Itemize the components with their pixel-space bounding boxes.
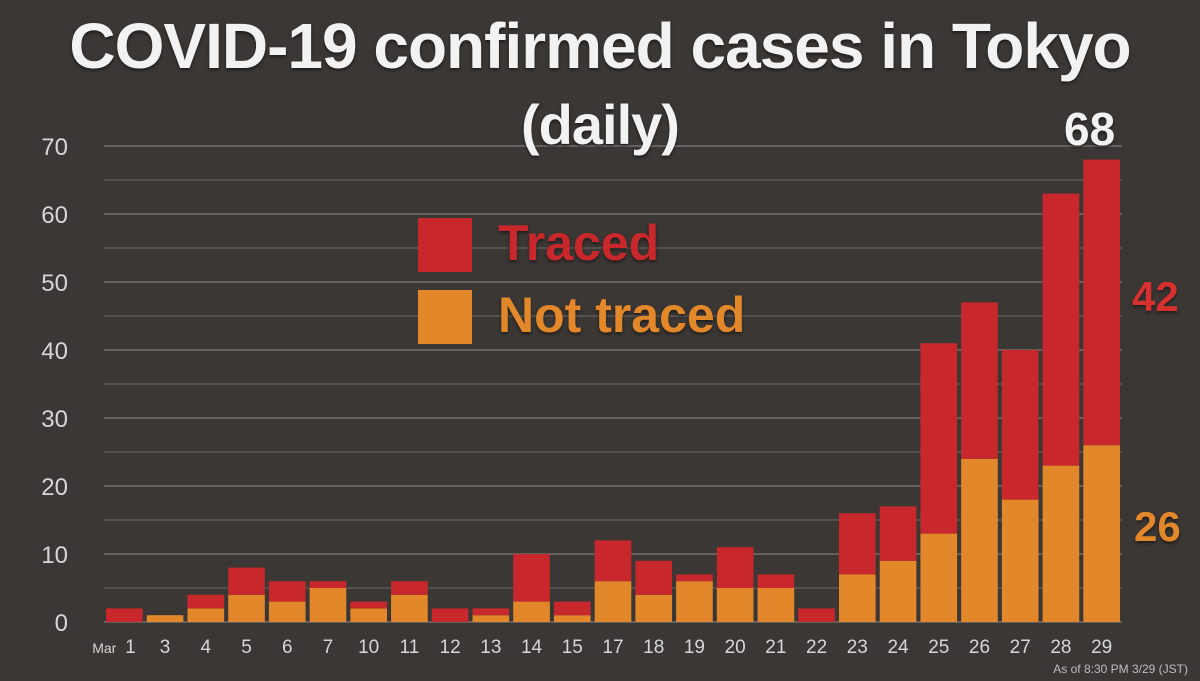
legend-swatch-not-traced [418, 290, 472, 344]
footnote: As of 8:30 PM 3/29 (JST) [1053, 662, 1188, 676]
bar-not-traced-24 [879, 560, 917, 622]
x-tick-label: 6 [282, 637, 293, 658]
bar-not-traced-26 [961, 458, 998, 622]
bar-traced-29 [1083, 159, 1120, 446]
x-tick-label: 20 [725, 637, 746, 658]
x-tick-label: 22 [806, 637, 827, 658]
bar-not-traced-27 [1001, 499, 1039, 622]
x-tick-label: 23 [847, 637, 868, 658]
x-tick-label: 3 [160, 637, 171, 658]
x-tick-label: 12 [440, 637, 461, 658]
bar-traced-10 [350, 601, 388, 609]
bar-traced-20 [716, 547, 754, 588]
y-tick-label: 30 [41, 406, 68, 433]
bar-traced-19 [676, 574, 713, 582]
bar-traced-5 [228, 567, 265, 595]
bar-traced-6 [268, 581, 306, 602]
bar-traced-27 [1001, 350, 1039, 500]
x-tick-label: 17 [602, 637, 623, 658]
x-tick-label: 25 [928, 637, 949, 658]
x-tick-label: 27 [1010, 637, 1031, 658]
y-tick-label: 40 [41, 338, 68, 365]
y-tick-label: 20 [41, 474, 68, 501]
bar-traced-1 [106, 608, 143, 622]
x-tick-label: 28 [1050, 637, 1071, 658]
bars [106, 159, 1120, 622]
bar-traced-12 [431, 608, 469, 622]
bar-not-traced-15 [553, 615, 591, 622]
x-tick-label: 7 [323, 637, 334, 658]
bar-not-traced-5 [228, 594, 265, 622]
bar-not-traced-29 [1083, 445, 1120, 622]
x-tick-label: 18 [643, 637, 664, 658]
bar-traced-24 [879, 506, 917, 561]
x-tick-label: 11 [400, 637, 420, 658]
bar-traced-13 [472, 608, 510, 616]
bar-traced-17 [594, 540, 632, 582]
bar-traced-4 [187, 594, 225, 609]
x-tick-label: 19 [684, 637, 705, 658]
bar-not-traced-7 [309, 588, 347, 622]
bar-not-traced-23 [838, 574, 876, 622]
bar-not-traced-10 [350, 608, 388, 622]
y-axis-ticks: 0 10 20 30 40 50 60 70 [41, 134, 68, 637]
bar-not-traced-14 [513, 601, 550, 622]
bar-traced-18 [635, 560, 673, 595]
x-tick-label: 1 [125, 637, 136, 658]
x-tick-label: 4 [201, 637, 212, 658]
bar-not-traced-20 [716, 588, 754, 622]
bar-not-traced-4 [187, 608, 225, 622]
bar-not-traced-11 [391, 594, 428, 622]
y-tick-label: 50 [41, 270, 68, 297]
x-tick-label: 29 [1091, 637, 1112, 658]
bar-not-traced-21 [757, 588, 795, 622]
x-tick-label: 21 [765, 637, 786, 658]
x-tick-label: 14 [521, 637, 543, 658]
y-tick-label: 10 [41, 542, 68, 569]
bar-traced-14 [513, 554, 550, 602]
x-axis-ticks: 1 Mar 3 4 5 6 7 10 11 12 13 14 15 17 18 19 20 21 22 23 24 25 2… [92, 637, 1112, 658]
x-tick-label: 15 [562, 637, 583, 658]
bar-traced-7 [309, 581, 347, 588]
bar-not-traced-6 [268, 601, 306, 622]
bar-traced-26 [961, 302, 998, 459]
x-tick-label: 24 [887, 637, 909, 658]
bar-traced-11 [391, 581, 428, 595]
bar-not-traced-3 [146, 615, 184, 622]
not-traced-callout: 26 [1134, 503, 1181, 550]
y-tick-label: 60 [41, 202, 68, 229]
x-tick-label: 10 [358, 637, 379, 658]
legend-swatch-traced [418, 218, 472, 272]
grid-lines [104, 145, 1122, 623]
x-tick-label: 26 [969, 637, 990, 658]
traced-callout: 42 [1132, 273, 1179, 320]
bar-not-traced-13 [472, 615, 510, 622]
x-tick-label: 13 [480, 637, 501, 658]
chart-title: COVID-19 confirmed cases in Tokyo [69, 10, 1131, 82]
bar-traced-23 [838, 513, 876, 575]
chart-subtitle: (daily) [521, 93, 680, 156]
bar-traced-15 [553, 601, 591, 616]
bar-not-traced-18 [635, 594, 673, 622]
total-callout: 68 [1064, 103, 1116, 155]
bar-not-traced-19 [676, 581, 713, 622]
bar-not-traced-28 [1042, 465, 1080, 622]
bar-traced-22 [798, 608, 835, 622]
bar-traced-25 [920, 343, 958, 534]
y-tick-label: 70 [41, 134, 68, 161]
bar-traced-28 [1042, 193, 1080, 466]
y-tick-label: 0 [55, 610, 68, 637]
bar-not-traced-25 [920, 533, 958, 622]
x-tick-label: 5 [241, 637, 252, 658]
legend-label-not-traced: Not traced [498, 287, 746, 343]
bar-traced-21 [757, 574, 795, 588]
x-month-label: Mar [92, 640, 116, 656]
bar-not-traced-17 [594, 581, 632, 622]
legend-label-traced: Traced [498, 215, 660, 271]
